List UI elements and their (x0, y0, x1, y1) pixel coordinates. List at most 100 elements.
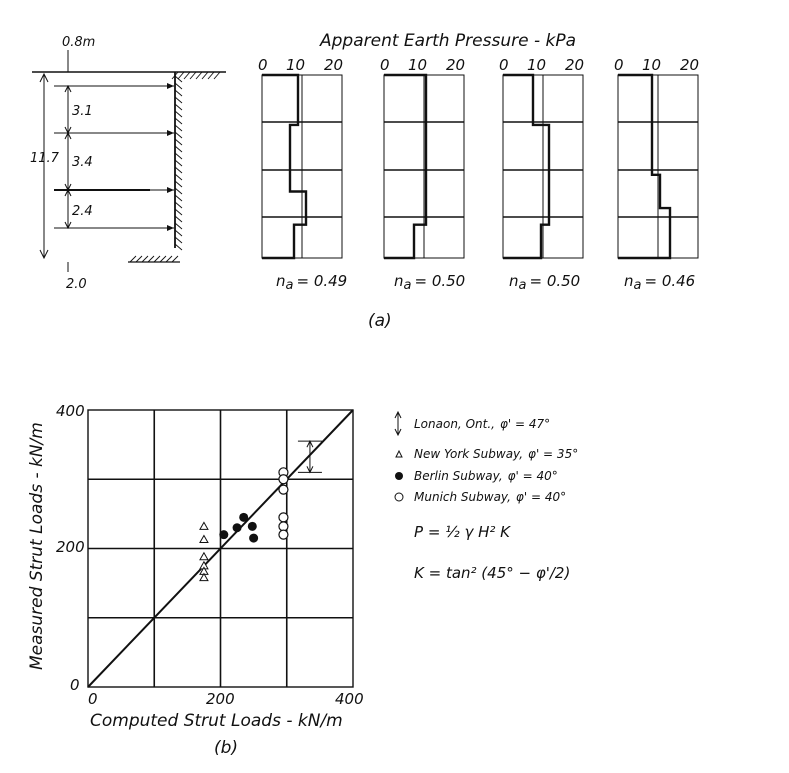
strut-arrowhead-3 (167, 187, 174, 193)
wall-hatch-line (174, 222, 183, 230)
strut-arrowhead-2 (167, 130, 174, 136)
wall-hatch-line (174, 187, 183, 195)
wall-hatch-line (174, 236, 183, 244)
base-hatch-line (135, 255, 143, 263)
legend-phi-new-york: φ' = 35° (528, 447, 578, 461)
base-hatch-line (171, 255, 179, 263)
point-munich (278, 474, 289, 485)
ground-hatch-line (171, 71, 179, 80)
panel-2-caption-sub: a (404, 278, 412, 293)
chart-grid (88, 410, 353, 687)
legend-label-berlin: Berlin Subway, (414, 469, 503, 483)
pressure-profile-line (503, 73, 551, 260)
ground-hatch-line (183, 71, 191, 80)
formula-pa: P = ½ γ H² K (414, 523, 511, 541)
wall-hatch-line (174, 145, 183, 153)
ground-hatch-line (201, 71, 209, 80)
wall-hatch-line (174, 201, 183, 209)
point-munich (278, 484, 289, 495)
spacing-arrowheads (64, 84, 72, 230)
total-depth-arrow-bottom (39, 249, 49, 260)
legend-open-circle-icon (394, 492, 404, 502)
panel-4-caption-sub: a (634, 278, 642, 293)
legend-triangle-icon (395, 449, 403, 458)
wall-spacing-1: 3.1 (72, 104, 93, 119)
wall-hatch-line (174, 229, 183, 237)
y-axis-label: Measured Strut Loads - kN/m (27, 422, 47, 670)
wall-hatch-line (174, 117, 183, 125)
point-berlin (247, 521, 257, 531)
panel-4-caption: n (624, 272, 634, 290)
pressure-profile-line (618, 73, 672, 260)
svg-text:New York Subway,φ' = 35°: New York Subway, φ' = 35° (414, 447, 578, 461)
panel-2-tick-10: 10 (408, 56, 427, 74)
panel-3-tick-10: 10 (527, 56, 546, 74)
panel-3-caption: n (509, 272, 519, 290)
wall-hatch-line (174, 194, 183, 202)
point-new-york (199, 521, 209, 530)
figure-a-label: (a) (368, 311, 392, 331)
legend-range-arrowheads-icon (394, 410, 402, 437)
wall-section: 0.8m 11.7 3.1 3.4 (30, 35, 226, 292)
wall-hatch-line (174, 96, 183, 104)
chart-points (199, 467, 289, 582)
panel-4-tick-0: 0 (614, 56, 624, 74)
wall-hatch-line (174, 124, 183, 132)
base-hatch-line (147, 255, 155, 263)
point-new-york (199, 551, 209, 561)
svg-text:na= 0.46: na = 0.46 (624, 272, 695, 293)
point-munich (278, 521, 289, 532)
legend-item-munich: Munich Subway, φ' = 40° (394, 490, 566, 504)
wall-hatch-line (174, 82, 183, 90)
legend-filled-circle-icon (395, 472, 403, 480)
panel-4-tick-10: 10 (642, 56, 661, 74)
strut-arrowhead-1 (167, 83, 174, 89)
wall-top-label: 0.8m (62, 35, 95, 50)
panel-3-value: = 0.50 (529, 272, 580, 290)
wall-hatch-line (174, 110, 183, 118)
ground-hatch-line (207, 71, 215, 80)
panel-2-profile (384, 73, 428, 260)
svg-text:na= 0.50: na = 0.50 (509, 272, 580, 293)
wall-hatch-line (174, 208, 183, 216)
point-munich (278, 529, 289, 540)
point-new-york (199, 572, 209, 582)
london-range-marker (297, 440, 322, 474)
wall-hatch-line (174, 131, 183, 139)
svg-text:na= 0.49: na = 0.49 (276, 272, 347, 293)
pressure-panel-2: 0 10 20 na = 0.50 (380, 56, 465, 293)
panel-3-tick-20: 20 (565, 56, 584, 74)
y-tick-0: 0 (70, 676, 80, 694)
base-hatch-line (141, 255, 149, 263)
pressure-title: Apparent Earth Pressure - kPa (319, 31, 576, 51)
panel-3-tick-0: 0 (499, 56, 509, 74)
panel-1-value: = 0.49 (296, 272, 347, 290)
strut-levels (54, 83, 174, 231)
wall-spacing-2: 3.4 (72, 155, 93, 170)
x-axis-label: Computed Strut Loads - kN/m (90, 711, 343, 731)
pressure-panel-3: 0 10 20 na = 0.50 (499, 56, 584, 293)
formula-ka: K = tan² (45° − φ'/2) (414, 564, 570, 582)
panel-4-value: = 0.46 (644, 272, 695, 290)
panel-1-caption: n (276, 272, 286, 290)
panel-1-profile (262, 73, 308, 260)
panel-3-caption-sub: a (519, 278, 527, 293)
ground-hatch-line (189, 71, 197, 80)
base-hatch-line (165, 255, 173, 263)
point-berlin (249, 533, 259, 543)
legend: Lonaon, Ont., φ' = 47° New York Subway, φ'… (394, 410, 578, 582)
y-tick-400: 400 (56, 402, 85, 420)
wall-hatch-line (174, 243, 183, 251)
base-hatch-line (159, 255, 167, 263)
wall-hatch-line (174, 215, 183, 223)
legend-item-london: Lonaon, Ont., φ' = 47° (394, 410, 550, 437)
point-berlin (219, 530, 229, 540)
panel-4-grid (617, 74, 699, 259)
panel-1-caption-sub: a (286, 278, 294, 293)
wall-hatch-line (174, 180, 183, 188)
svg-text:Munich Subway,φ' = 40°: Munich Subway, φ' = 40° (414, 490, 566, 504)
legend-label-new-york: New York Subway, (414, 447, 523, 461)
point-munich (278, 512, 289, 523)
panel-2-tick-0: 0 (380, 56, 390, 74)
ground-hatch-line (213, 71, 221, 80)
